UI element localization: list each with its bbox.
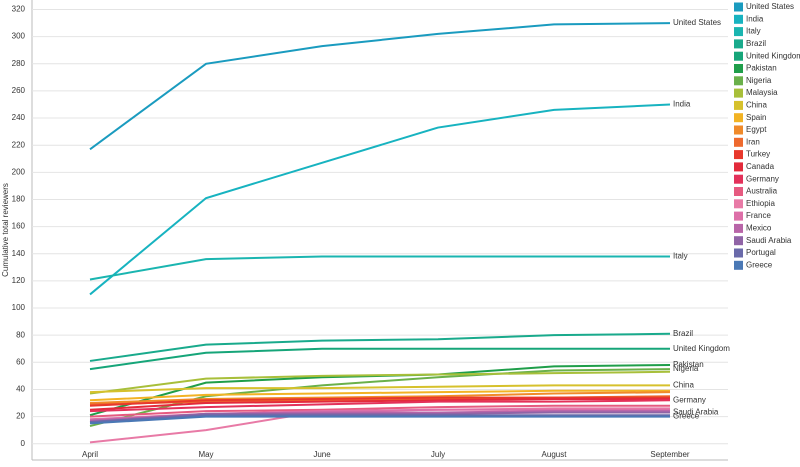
legend-swatch <box>734 174 743 184</box>
x-tick-label: April <box>82 450 98 459</box>
series-line <box>89 391 671 405</box>
legend-label: Portugal <box>746 248 776 257</box>
series-line <box>89 332 671 362</box>
y-axis-title: Cumulative total reviewers <box>1 183 10 277</box>
y-tick-label: 260 <box>12 86 26 95</box>
legend-swatch <box>734 199 743 209</box>
legend-label: Nigeria <box>746 76 772 85</box>
y-tick-label: 120 <box>12 276 26 285</box>
series-line <box>89 399 671 413</box>
legend-swatch <box>734 223 743 233</box>
legend-label: United States <box>746 2 794 11</box>
legend-label: Saudi Arabia <box>746 236 792 245</box>
y-tick-label: 40 <box>16 385 25 394</box>
line-end-label: Nigeria <box>673 364 699 373</box>
legend-label: Australia <box>746 187 778 196</box>
series-line <box>89 415 670 425</box>
legend-swatch <box>734 113 743 123</box>
legend-swatch <box>734 27 743 37</box>
line-end-label: Greece <box>673 412 700 421</box>
series-line <box>89 384 670 394</box>
series-line <box>89 22 671 151</box>
legend-label: France <box>746 211 771 220</box>
legend-label: Pakistan <box>746 64 777 73</box>
series-line <box>89 397 670 411</box>
legend-swatch <box>734 39 743 49</box>
legend-swatch <box>734 14 743 24</box>
series-line <box>89 404 670 418</box>
y-tick-label: 140 <box>12 249 26 258</box>
x-tick-label: August <box>542 450 568 459</box>
legend-label: Spain <box>746 113 766 122</box>
legend-label: Egypt <box>746 125 767 134</box>
y-tick-label: 280 <box>12 59 26 68</box>
legend-label: Malaysia <box>746 88 778 97</box>
y-tick-label: 200 <box>12 167 26 176</box>
y-tick-label: 320 <box>12 5 26 14</box>
y-tick-label: 160 <box>12 222 26 231</box>
legend-swatch <box>734 88 743 98</box>
series-line <box>89 370 671 395</box>
legend-label: Mexico <box>746 224 772 233</box>
legend-swatch <box>734 211 743 221</box>
legend-swatch <box>734 236 743 246</box>
legend-label: India <box>746 14 764 23</box>
line-end-label: Pakistan <box>673 360 704 369</box>
line-end-label: Saudi Arabia <box>673 408 719 417</box>
legend-swatch <box>734 260 743 270</box>
legend-swatch <box>734 51 743 61</box>
legend-swatch <box>734 150 743 160</box>
legend-swatch <box>734 100 743 110</box>
legend-swatch <box>734 76 743 86</box>
legend-label: Germany <box>746 174 779 183</box>
legend-label: Italy <box>746 27 761 36</box>
x-tick-label: September <box>650 450 689 459</box>
line-end-label: Italy <box>673 252 688 261</box>
line-end-label: United States <box>673 18 721 27</box>
y-tick-label: 100 <box>12 303 26 312</box>
line-end-label: Germany <box>673 395 706 404</box>
legend-swatch <box>734 2 743 12</box>
legend-label: United Kingdom <box>746 51 800 60</box>
y-tick-label: 60 <box>16 357 25 366</box>
series-line <box>89 396 670 407</box>
x-tick-label: June <box>313 450 331 459</box>
legend-label: Ethiopia <box>746 199 775 208</box>
line-end-label: United Kingdom <box>673 344 730 353</box>
y-tick-label: 180 <box>12 195 26 204</box>
series-line <box>89 103 671 296</box>
y-tick-label: 0 <box>21 439 26 448</box>
line-end-label: India <box>673 100 691 109</box>
line-end-label: China <box>673 380 694 389</box>
legend-label: China <box>746 101 767 110</box>
legend-label: Greece <box>746 260 773 269</box>
legend-label: Turkey <box>746 150 770 159</box>
legend-swatch <box>734 64 743 73</box>
y-tick-label: 240 <box>12 113 26 122</box>
legend-swatch <box>734 187 743 196</box>
y-tick-label: 20 <box>16 412 25 421</box>
series-line <box>89 389 670 402</box>
line-end-label: Brazil <box>673 329 693 338</box>
y-tick-label: 220 <box>12 140 26 149</box>
series-line <box>89 414 670 424</box>
x-tick-label: July <box>431 450 445 459</box>
y-tick-label: 300 <box>12 32 26 41</box>
series-line <box>89 411 670 424</box>
y-tick-label: 80 <box>16 330 25 339</box>
legend-swatch <box>734 162 743 172</box>
x-tick-label: May <box>198 450 213 459</box>
series-line <box>89 255 670 281</box>
legend-swatch <box>734 125 743 135</box>
legend-label: Brazil <box>746 39 766 48</box>
legend-swatch <box>734 248 743 258</box>
legend-label: Iran <box>746 137 760 146</box>
legend-label: Canada <box>746 162 775 171</box>
series-line <box>89 347 670 371</box>
legend-swatch <box>734 137 743 147</box>
